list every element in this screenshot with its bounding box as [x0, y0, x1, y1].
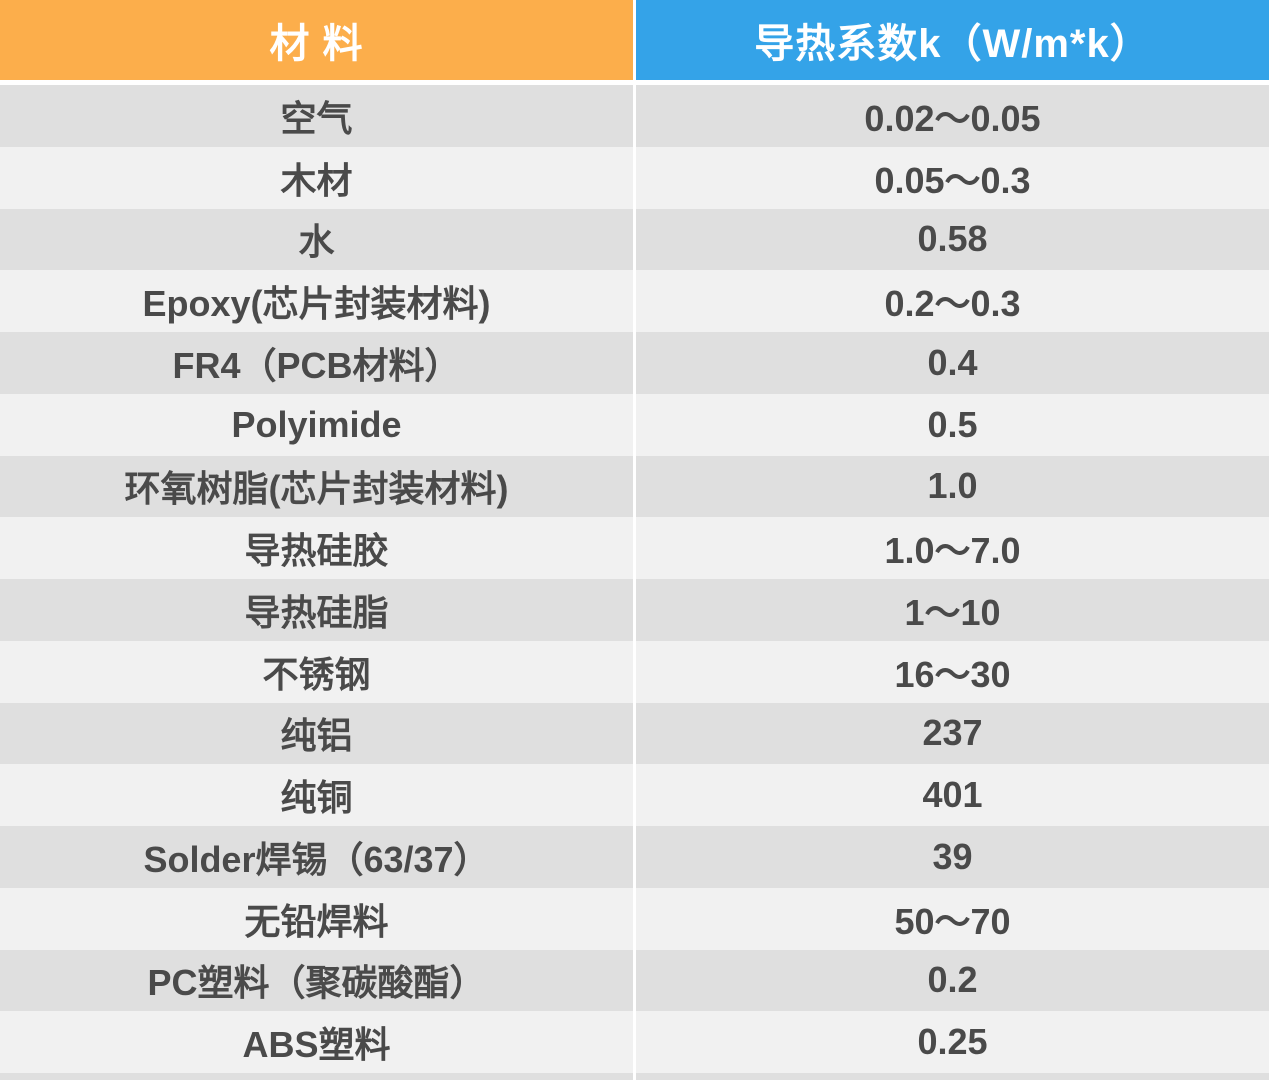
table-row: 纯铝 237 — [0, 702, 1269, 765]
header-body-divider — [0, 80, 1269, 85]
k-value-cell: 0.2 — [636, 949, 1269, 1012]
column-divider — [633, 332, 636, 394]
column-divider — [633, 949, 636, 1012]
k-value-cell: 39 — [636, 826, 1269, 888]
material-cell: 空气 — [0, 85, 633, 147]
column-divider — [633, 208, 636, 271]
material-cell: 木材 — [0, 146, 633, 209]
k-value-cell: 0.05〜0.3 — [636, 146, 1269, 209]
table-row: 导热硅胶 1.0〜7.0 — [0, 517, 1269, 579]
table-row: Polyimide 0.5 — [0, 393, 1269, 456]
table-row: 导热硅脂 1〜10 — [0, 579, 1269, 641]
column-divider — [633, 826, 636, 888]
k-value-cell: 0.58 — [636, 208, 1269, 271]
material-cell: 纯铜 — [0, 764, 633, 826]
table-row: 木材 0.05〜0.3 — [0, 146, 1269, 209]
k-value-cell: 0.5 — [636, 393, 1269, 456]
material-cell: 无铅焊料 — [0, 887, 633, 950]
column-divider — [633, 517, 636, 579]
column-header-material: 材 料 — [0, 0, 633, 80]
table-row: PC塑料（聚碳酸酯） 0.2 — [0, 949, 1269, 1012]
material-cell: 水 — [0, 208, 633, 271]
k-value-cell: 1.0〜7.0 — [636, 517, 1269, 579]
column-divider — [633, 1073, 636, 1080]
table-header-row: 材 料 导热系数k（W/m*k） — [0, 0, 1269, 80]
table-row: Solder焊锡（63/37） 39 — [0, 826, 1269, 888]
column-divider — [633, 0, 636, 80]
table-row: 不锈钢 16〜30 — [0, 640, 1269, 703]
table-row: 纯铜 401 — [0, 764, 1269, 826]
material-cell: 环氧树脂(芯片封装材料) — [0, 455, 633, 518]
column-divider — [633, 702, 636, 765]
k-value-cell: 401 — [636, 764, 1269, 826]
material-cell: Polyimide — [0, 393, 633, 456]
material-cell: PC塑料（聚碳酸酯） — [0, 949, 633, 1012]
material-cell: Epoxy(芯片封装材料) — [0, 270, 633, 332]
table-row-partial — [0, 1073, 1269, 1080]
column-divider — [633, 1011, 636, 1073]
material-cell: FR4（PCB材料） — [0, 332, 633, 394]
k-value-cell: 237 — [636, 702, 1269, 765]
material-cell — [0, 1073, 633, 1080]
material-cell: 纯铝 — [0, 702, 633, 765]
column-divider — [633, 85, 636, 147]
table-row: 环氧树脂(芯片封装材料) 1.0 — [0, 455, 1269, 518]
k-value-cell: 0.4 — [636, 332, 1269, 394]
k-value-cell: 1〜10 — [636, 579, 1269, 641]
column-divider — [633, 764, 636, 826]
table-row: 无铅焊料 50〜70 — [0, 887, 1269, 950]
k-value-cell: 16〜30 — [636, 640, 1269, 703]
column-header-conductivity: 导热系数k（W/m*k） — [636, 0, 1269, 80]
k-value-cell: 1.0 — [636, 455, 1269, 518]
table-row: FR4（PCB材料） 0.4 — [0, 332, 1269, 394]
table-row: 水 0.58 — [0, 208, 1269, 271]
k-value-cell: 50〜70 — [636, 887, 1269, 950]
k-value-cell — [636, 1073, 1269, 1080]
material-cell: 不锈钢 — [0, 640, 633, 703]
column-divider — [633, 393, 636, 456]
table-row: 空气 0.02〜0.05 — [0, 85, 1269, 147]
column-divider — [633, 455, 636, 518]
material-cell: 导热硅胶 — [0, 517, 633, 579]
k-value-cell: 0.25 — [636, 1011, 1269, 1073]
material-cell: 导热硅脂 — [0, 579, 633, 641]
column-divider — [633, 146, 636, 209]
material-cell: ABS塑料 — [0, 1011, 633, 1073]
table-body: 空气 0.02〜0.05 木材 0.05〜0.3 水 0.58 Epoxy(芯片封装材料) 0… — [0, 85, 1269, 1073]
table-row: Epoxy(芯片封装材料) 0.2〜0.3 — [0, 270, 1269, 332]
k-value-cell: 0.2〜0.3 — [636, 270, 1269, 332]
material-cell: Solder焊锡（63/37） — [0, 826, 633, 888]
table-row: ABS塑料 0.25 — [0, 1011, 1269, 1073]
column-divider — [633, 887, 636, 950]
column-divider — [633, 640, 636, 703]
column-divider — [633, 270, 636, 332]
column-divider — [633, 579, 636, 641]
k-value-cell: 0.02〜0.05 — [636, 85, 1269, 147]
